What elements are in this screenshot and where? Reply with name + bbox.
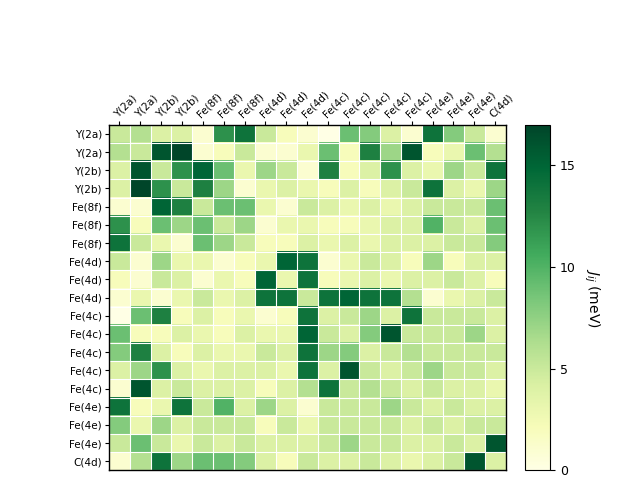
Y-axis label: $J_{ij}$ (meV): $J_{ij}$ (meV) — [582, 268, 601, 327]
